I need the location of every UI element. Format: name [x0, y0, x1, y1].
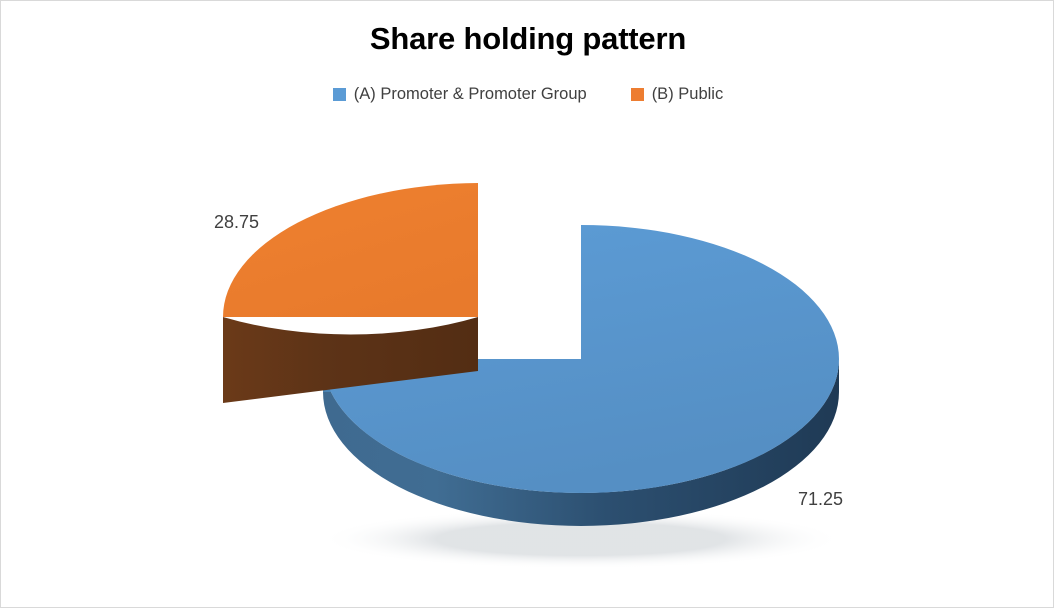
- legend-item-public[interactable]: (B) Public: [630, 85, 724, 103]
- legend-swatch-public-icon: [630, 87, 644, 101]
- data-label-public: 28.75: [214, 212, 259, 232]
- pie-slice-public-side: [223, 317, 478, 403]
- pie-chart-graphic: 28.75 71.25: [214, 183, 843, 569]
- pie-slice-promoter-top: [323, 225, 839, 493]
- pie-ground-shadow: [319, 509, 843, 569]
- data-label-promoter: 71.25: [798, 489, 843, 509]
- pie-slice-promoter-side: [323, 359, 839, 526]
- pie-slice-public-top: [223, 183, 478, 317]
- legend-swatch-promoter-icon: [332, 87, 346, 101]
- chart-legend: (A) Promoter & Promoter Group (B) Public: [1, 85, 1053, 103]
- chart-title: Share holding pattern: [369, 21, 687, 56]
- legend-label-promoter: (A) Promoter & Promoter Group: [353, 85, 587, 103]
- legend-label-public: (B) Public: [651, 85, 724, 103]
- legend-item-promoter[interactable]: (A) Promoter & Promoter Group: [332, 85, 587, 103]
